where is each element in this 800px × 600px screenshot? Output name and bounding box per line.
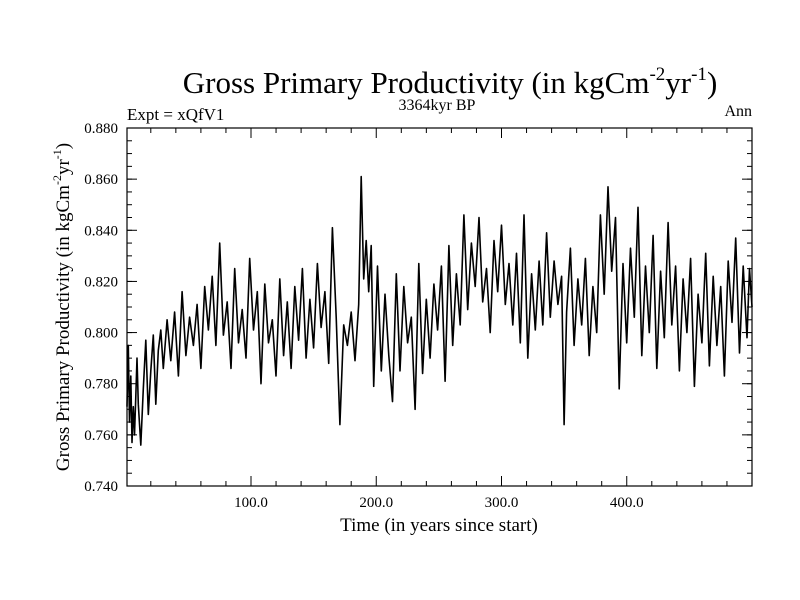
y-tick-label: 0.880 [84,121,118,137]
chart-title-sup2: -1 [691,64,707,85]
x-axis-label: Time (in years since start) [340,515,538,536]
x-tick-label: 300.0 [485,495,519,511]
x-tick-label: 200.0 [359,495,393,511]
x-tick-label: 100.0 [234,495,268,511]
y-tick-label: 0.800 [84,326,118,342]
chart-title-sup1: -2 [649,64,665,85]
y-tick-label: 0.740 [84,479,118,495]
y-tick-label: 0.780 [84,377,118,393]
chart-title: Gross Primary Productivity (in kgCm-2yr-… [183,64,718,100]
y-axis-label-mid: yr [53,159,74,176]
y-axis-label-sup1: -2 [50,175,64,185]
y-tick-label: 0.840 [84,223,118,239]
axis-ticks [127,127,752,487]
experiment-label: Expt = xQfV1 [127,105,224,124]
chart-title-main: Gross Primary Productivity (in kgCm [183,65,650,100]
y-tick-label: 0.860 [84,172,118,188]
chart-title-mid: yr [665,65,692,100]
y-axis-label-end: ) [53,143,74,149]
plot-frame [126,127,753,487]
x-tick-label: 400.0 [610,495,644,511]
y-axis-label: Gross Primary Productivity (in kgCm-2yr-… [50,143,74,471]
gpp-series-line [126,175,753,446]
period-label: 3364kyr BP [399,97,476,114]
chart-title-end: ) [707,65,717,100]
axis-tick-labels: 0.740 0.760 0.780 0.800 0.820 0.840 0.860 0.880… [84,121,643,511]
y-axis-label-sup2: -1 [50,149,64,159]
y-tick-label: 0.760 [84,428,118,444]
y-axis-label-main: Gross Primary Productivity (in kgCm [53,185,74,471]
y-tick-label: 0.820 [84,274,118,290]
season-label: Ann [724,103,752,120]
